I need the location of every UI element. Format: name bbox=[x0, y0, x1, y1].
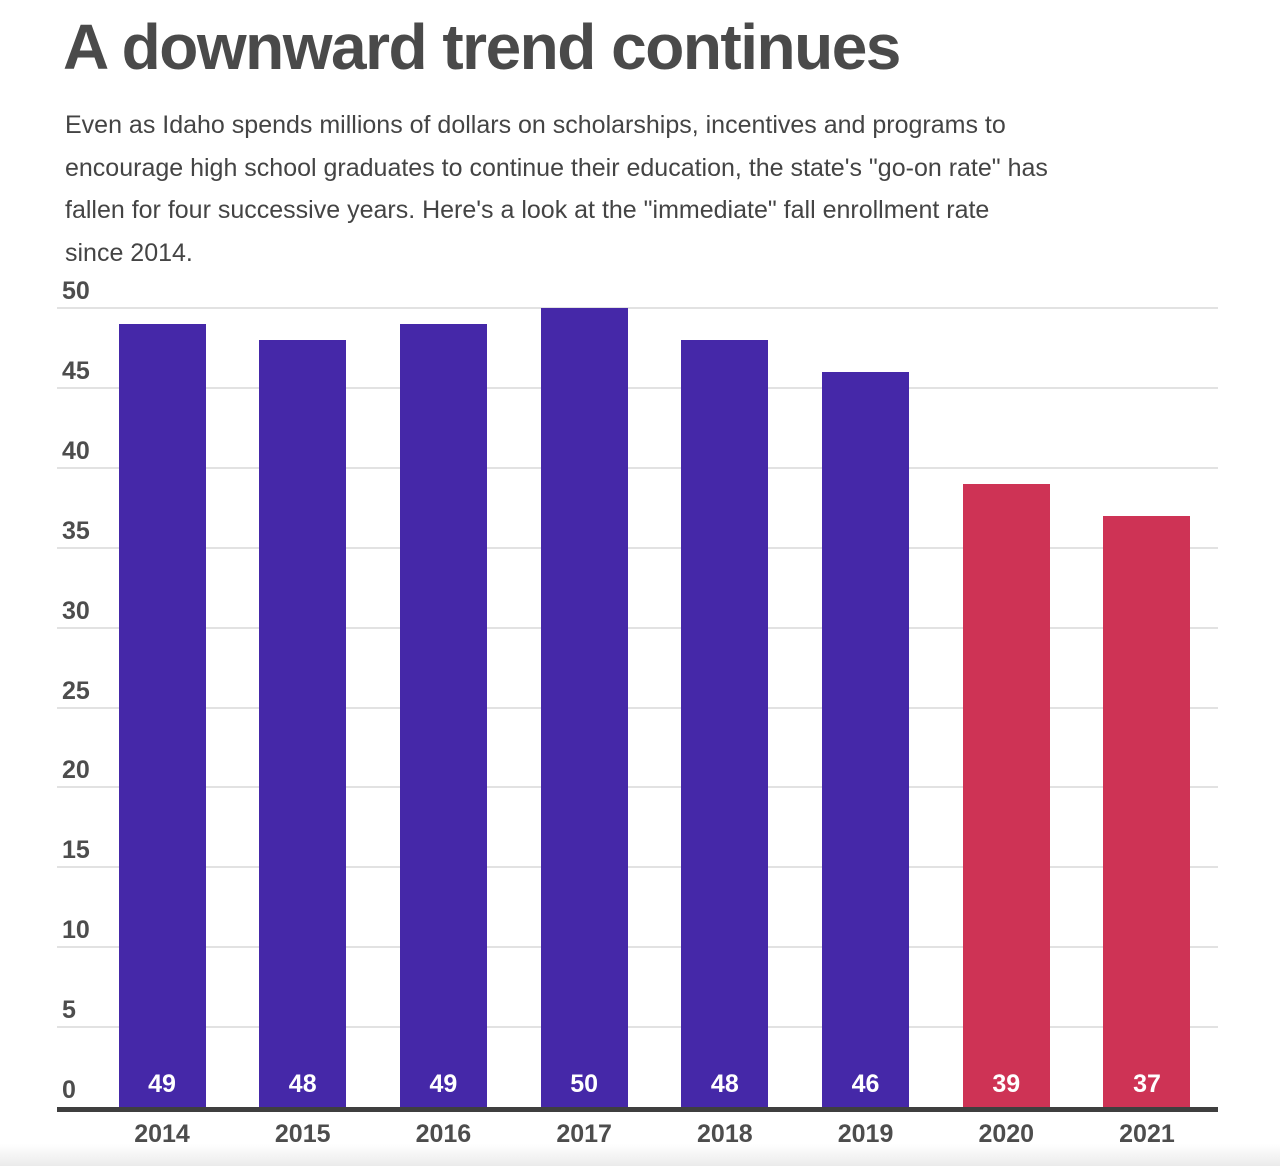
x-axis-tick-label: 2016 bbox=[415, 1120, 472, 1148]
bar-2021 bbox=[1103, 515, 1191, 1107]
y-gridline bbox=[57, 546, 1218, 549]
y-axis-tick-label: 40 bbox=[62, 436, 90, 465]
bar-2019 bbox=[822, 371, 910, 1107]
subtitle-line: fallen for four successive years. Here's… bbox=[65, 196, 990, 225]
chart-subtitle: Even as Idaho spends millions of dollars… bbox=[65, 104, 1225, 275]
bar-value-label: 48 bbox=[288, 1070, 317, 1098]
chart-title: A downward trend continues bbox=[63, 11, 901, 83]
y-axis-tick-label: 20 bbox=[62, 756, 90, 785]
bar-value-label: 48 bbox=[710, 1070, 739, 1098]
y-gridline bbox=[57, 1026, 1218, 1029]
x-axis-tick-label: 2015 bbox=[274, 1120, 331, 1148]
bar-2018 bbox=[681, 339, 769, 1107]
bar-value-label: 49 bbox=[148, 1070, 176, 1098]
y-axis-tick-label: 15 bbox=[62, 836, 90, 865]
bar-2016 bbox=[399, 323, 487, 1107]
y-axis-tick-label: 25 bbox=[62, 676, 90, 705]
x-axis-tick-label: 2018 bbox=[697, 1120, 753, 1148]
y-axis-tick-label: 45 bbox=[62, 356, 90, 385]
x-axis-tick-label: 2017 bbox=[556, 1120, 612, 1148]
y-axis-tick-label: 50 bbox=[62, 277, 90, 305]
x-axis-tick-label: 2021 bbox=[1119, 1120, 1175, 1148]
y-axis-tick-label: 35 bbox=[62, 516, 90, 545]
bar-value-label: 46 bbox=[851, 1070, 880, 1098]
y-gridline bbox=[57, 307, 1218, 309]
y-gridline bbox=[57, 386, 1218, 389]
bar-value-label: 39 bbox=[992, 1070, 1021, 1098]
y-gridline bbox=[57, 466, 1218, 469]
subtitle-line: Even as Idaho spends millions of dollars… bbox=[65, 111, 1006, 139]
bar-value-label: 37 bbox=[1133, 1070, 1161, 1098]
bar-2017 bbox=[540, 308, 628, 1107]
y-gridline bbox=[57, 866, 1218, 869]
subtitle-line: encourage high school graduates to conti… bbox=[65, 153, 1048, 182]
x-axis-tick-label: 2014 bbox=[134, 1120, 190, 1148]
bottom-fade bbox=[0, 1144, 1280, 1166]
y-axis-tick-label: 0 bbox=[62, 1076, 76, 1104]
y-axis-tick-label: 5 bbox=[62, 996, 76, 1025]
y-axis-tick-label: 10 bbox=[62, 916, 90, 945]
bar-2014 bbox=[118, 323, 206, 1107]
bar-value-label: 49 bbox=[429, 1070, 458, 1098]
x-axis-line bbox=[57, 1107, 1218, 1112]
y-axis-tick-label: 30 bbox=[62, 596, 90, 625]
subtitle-line: since 2014. bbox=[65, 239, 193, 268]
bar-value-label: 50 bbox=[570, 1070, 599, 1098]
bar-chart: 0 5 10 15 20 25 30 35 40 45 50 49 2014 48 2015 49 2016 50… bbox=[0, 279, 1280, 1166]
y-gridline bbox=[57, 786, 1218, 789]
y-gridline bbox=[57, 626, 1218, 629]
bar-2015 bbox=[259, 339, 347, 1107]
x-axis-tick-label: 2020 bbox=[978, 1120, 1035, 1148]
y-gridline bbox=[57, 706, 1218, 709]
y-gridline bbox=[57, 946, 1218, 949]
x-axis-tick-label: 2019 bbox=[837, 1120, 894, 1148]
bar-2020 bbox=[962, 483, 1050, 1107]
